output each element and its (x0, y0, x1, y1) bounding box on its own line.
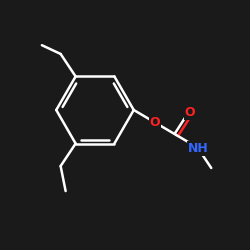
Text: O: O (150, 116, 160, 129)
Text: O: O (185, 106, 195, 119)
Text: NH: NH (188, 142, 209, 155)
